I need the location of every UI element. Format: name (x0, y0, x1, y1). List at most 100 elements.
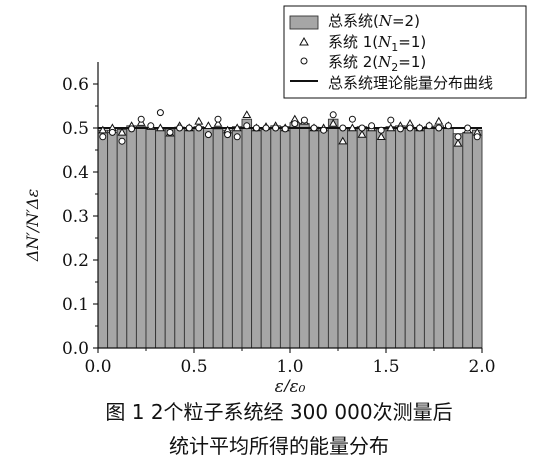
histogram-bar (251, 127, 262, 349)
triangle-point (434, 116, 444, 125)
histogram-bar (241, 118, 253, 349)
circle-point (176, 124, 184, 132)
circle-point (281, 125, 289, 133)
triangle-point (213, 118, 223, 127)
triangle-point (98, 125, 108, 134)
histogram-bar (164, 129, 176, 349)
y-tick-label: 0.2 (62, 251, 89, 271)
histogram-bar (126, 125, 137, 349)
histogram-bar (327, 118, 339, 349)
circle-point (272, 124, 280, 132)
circle-point (166, 128, 174, 136)
histogram-bar (107, 131, 118, 349)
circle-point (464, 124, 472, 132)
x-tick-label: 2.0 (468, 357, 495, 377)
circle-point (147, 122, 155, 130)
legend-bar-swatch (289, 15, 319, 30)
triangle-point (194, 116, 204, 125)
histogram-bars (97, 118, 483, 349)
histogram-bar (356, 126, 368, 349)
histogram-bar (155, 128, 166, 349)
histogram-bar (193, 126, 205, 349)
circle-point (387, 116, 395, 124)
circle-point (204, 131, 212, 139)
x-tick-label: 0.0 (84, 357, 111, 377)
circle-point (348, 115, 356, 123)
circle-point (329, 111, 337, 119)
circle-point (339, 124, 347, 132)
histogram-bar (452, 133, 464, 349)
triangle-point (376, 132, 386, 140)
legend-box (283, 5, 527, 99)
triangle-point (453, 138, 463, 147)
circle-point (156, 109, 164, 117)
legend-triangle-symbol (299, 36, 309, 46)
circle-point (310, 124, 318, 132)
circle-point (358, 124, 366, 132)
legend-circle-symbol (300, 57, 308, 65)
circle-point (252, 124, 260, 132)
histogram-bar (270, 125, 281, 349)
histogram-bar (260, 128, 272, 349)
circle-point (262, 124, 270, 132)
x-tick-label: 1.5 (372, 357, 399, 377)
circle-point (444, 122, 452, 130)
legend-label: 总系统理论能量分布曲线 (328, 74, 493, 92)
triangle-point (242, 110, 252, 118)
histogram-bar (366, 127, 377, 349)
circle-point (416, 124, 424, 132)
histogram-bar (347, 128, 358, 349)
triangle-point (347, 123, 357, 132)
histogram-bar (337, 127, 349, 349)
histogram-bar (375, 128, 387, 349)
circle-point (425, 122, 433, 130)
circle-point (224, 131, 232, 139)
axes (93, 62, 483, 353)
histogram-bar (423, 126, 435, 349)
histogram-bar (308, 126, 320, 349)
triangle-point (357, 129, 367, 138)
circle-point (291, 120, 299, 128)
circle-point (454, 133, 462, 141)
y-axis-label: ΔN′/N′Δε (23, 189, 42, 262)
circle-point (99, 133, 107, 141)
histogram-bar (433, 125, 445, 349)
histogram-bar (279, 126, 291, 349)
circle-point (128, 125, 136, 133)
histogram-bar (183, 127, 195, 349)
triangle-point (203, 121, 213, 129)
histogram-bar (231, 126, 243, 349)
histogram-bar (212, 128, 224, 349)
circle-point (396, 125, 404, 133)
histogram-bar (462, 131, 473, 349)
circle-point (118, 137, 126, 145)
triangle-point (338, 136, 348, 145)
histogram-bar (471, 129, 483, 349)
histogram-bar (395, 125, 406, 349)
triangle-point (155, 123, 165, 132)
triangle-point (117, 127, 127, 136)
circle-point (233, 133, 241, 141)
legend: 总系统(N=2) 系统 1(N1=1)系统 2(N2=1)总系统理论能量分布曲线 (283, 5, 527, 99)
histogram-bar (222, 129, 233, 349)
histogram-bar (135, 126, 147, 349)
x-tick-label: 1.0 (276, 357, 303, 377)
circle-point (108, 128, 116, 136)
circle-point (377, 126, 385, 134)
y-tick-label: 0.3 (62, 207, 89, 227)
histogram-bar (174, 126, 185, 349)
legend-label: 总系统(N=2) (328, 12, 420, 30)
y-tick-label: 0.5 (62, 119, 89, 139)
y-tick-label: 0.1 (62, 295, 89, 315)
histogram-bar (443, 127, 454, 349)
histogram-bar (318, 127, 329, 349)
histogram-bar (145, 127, 157, 349)
circle-point (185, 124, 193, 132)
histogram-bar (414, 128, 425, 349)
circle-point (320, 126, 328, 134)
scatter-markers (98, 109, 482, 147)
circle-point (195, 124, 203, 132)
y-tick-label: 0.0 (62, 339, 89, 359)
y-tick-label: 0.6 (62, 75, 89, 95)
legend-label: 系统 2(N2=1) (328, 53, 426, 74)
